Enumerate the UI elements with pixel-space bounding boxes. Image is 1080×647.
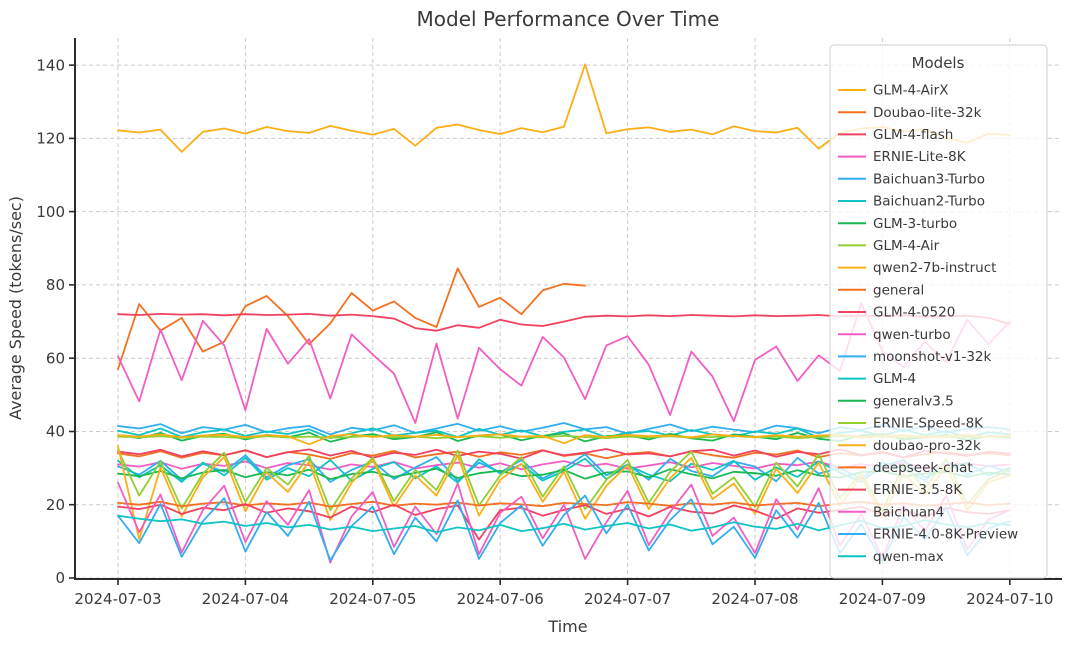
legend-label: Baichuan2-Turbo bbox=[873, 194, 985, 210]
legend-label: Doubao-lite-32k bbox=[873, 105, 982, 121]
x-tick-label: 2024-07-03 bbox=[74, 590, 161, 608]
y-tick-label: 100 bbox=[36, 203, 65, 221]
legend-label: doubao-pro-32k bbox=[873, 438, 981, 454]
legend-title: Models bbox=[912, 54, 965, 72]
legend-label: qwen2-7b-instruct bbox=[873, 260, 996, 276]
x-tick-label: 2024-07-04 bbox=[202, 590, 289, 608]
legend-entry: GLM-4-Air bbox=[838, 238, 940, 254]
legend-box bbox=[829, 44, 1048, 579]
legend-label: qwen-turbo bbox=[873, 327, 951, 343]
legend-label: GLM-4-0520 bbox=[873, 305, 955, 321]
legend-label: GLM-4-AirX bbox=[873, 83, 948, 99]
legend-entry: ERNIE-4.0-8K-Preview bbox=[838, 527, 1018, 543]
legend-layer: GLM-4-AirX Doubao-lite-32k GLM-4-flash ERNI… bbox=[829, 44, 1048, 579]
legend-entry: deepseek-chat bbox=[838, 460, 973, 476]
legend-entry: GLM-4-AirX bbox=[838, 83, 948, 99]
legend-label: ERNIE-4.0-8K-Preview bbox=[873, 527, 1018, 543]
y-axis-label: Average Speed (tokens/sec) bbox=[6, 196, 25, 420]
y-tick-label: 0 bbox=[55, 569, 65, 587]
legend-label: deepseek-chat bbox=[873, 460, 973, 476]
legend-label: GLM-3-turbo bbox=[873, 216, 957, 232]
legend-entry: Baichuan2-Turbo bbox=[838, 194, 985, 210]
legend-label: GLM-4 bbox=[873, 371, 916, 387]
x-tick-label: 2024-07-08 bbox=[711, 590, 798, 608]
legend-label: ERNIE-3.5-8K bbox=[873, 482, 963, 498]
chart-title: Model Performance Over Time bbox=[417, 7, 720, 31]
legend-label: GLM-4-flash bbox=[873, 127, 953, 143]
y-tick-label: 140 bbox=[36, 56, 65, 74]
legend-entry: GLM-4 bbox=[838, 371, 916, 387]
y-tick-label: 80 bbox=[46, 276, 65, 294]
legend-entry: doubao-pro-32k bbox=[838, 438, 981, 454]
y-tick-label: 60 bbox=[46, 349, 65, 367]
legend-entry: GLM-4-flash bbox=[838, 127, 953, 143]
legend-entry: Baichuan3-Turbo bbox=[838, 171, 985, 187]
x-tick-label: 2024-07-05 bbox=[329, 590, 416, 608]
legend-entry: general bbox=[838, 282, 924, 298]
legend-entry: ERNIE-Speed-8K bbox=[838, 416, 984, 432]
legend-entry: qwen-max bbox=[838, 549, 944, 565]
legend-label: general bbox=[873, 282, 924, 298]
y-tick-label: 20 bbox=[46, 496, 65, 514]
x-axis-label: Time bbox=[547, 617, 587, 636]
x-tick-label: 2024-07-07 bbox=[584, 590, 671, 608]
legend-label: qwen-max bbox=[873, 549, 944, 565]
legend-label: moonshot-v1-32k bbox=[873, 349, 992, 365]
legend-entry: ERNIE-Lite-8K bbox=[838, 149, 967, 165]
legend-entry: ERNIE-3.5-8K bbox=[838, 482, 963, 498]
legend-label: Baichuan3-Turbo bbox=[873, 171, 985, 187]
legend-entry: GLM-4-0520 bbox=[838, 305, 955, 321]
x-tick-label: 2024-07-10 bbox=[966, 590, 1053, 608]
legend-entry: GLM-3-turbo bbox=[838, 216, 957, 232]
x-tick-label: 2024-07-09 bbox=[839, 590, 926, 608]
axes-layer: 0 20 40 60 80 100 120 140 2024-07-03 2024-07-04 20… bbox=[36, 38, 1062, 608]
legend-entry: qwen-turbo bbox=[838, 327, 951, 343]
legend-label: ERNIE-Speed-8K bbox=[873, 416, 984, 432]
legend-entry: moonshot-v1-32k bbox=[838, 349, 992, 365]
legend-entry: Doubao-lite-32k bbox=[838, 105, 982, 121]
legend-entry: qwen2-7b-instruct bbox=[838, 260, 996, 276]
legend-label: GLM-4-Air bbox=[873, 238, 940, 254]
legend-label: Baichuan4 bbox=[873, 504, 944, 520]
x-tick-label: 2024-07-06 bbox=[457, 590, 544, 608]
legend-entry: generalv3.5 bbox=[838, 393, 954, 409]
legend-label: generalv3.5 bbox=[873, 393, 954, 409]
legend-entry: Baichuan4 bbox=[838, 504, 944, 520]
y-tick-label: 40 bbox=[46, 423, 65, 441]
y-tick-label: 120 bbox=[36, 130, 65, 148]
series-line-Doubao-lite-32k bbox=[117, 267, 586, 371]
legend-label: ERNIE-Lite-8K bbox=[873, 149, 967, 165]
